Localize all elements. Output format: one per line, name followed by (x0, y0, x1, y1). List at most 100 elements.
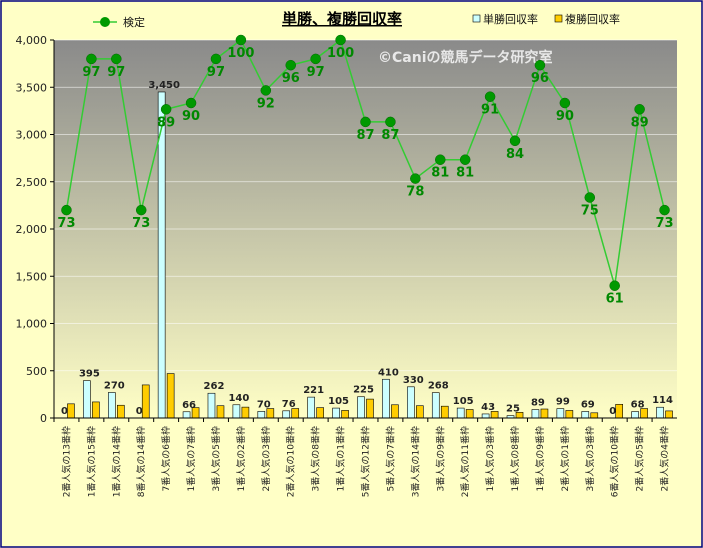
bar (407, 386, 415, 419)
bar-label: 0 (609, 406, 616, 417)
line-point (360, 116, 371, 128)
bar-label: 43 (481, 402, 495, 413)
x-tick-label: 1番人気の9番枠 (534, 426, 546, 491)
x-tick-label: 1番人気の15番枠 (85, 426, 97, 497)
bar (307, 396, 315, 419)
bar-label: 25 (506, 404, 520, 415)
bar (631, 411, 639, 419)
y-axis: 0 500 1,000 1,500 2,000 2,500 3,000 3,500 4,000 (16, 34, 55, 425)
line-point-label: 75 (581, 204, 599, 219)
x-tick-label: 2番人気の13番枠 (60, 426, 72, 497)
bar (108, 392, 116, 419)
x-tick-label: 2番人気の3番枠 (260, 426, 272, 491)
bar-label: 114 (652, 395, 673, 406)
bar (565, 410, 574, 419)
line-point-label: 97 (82, 65, 100, 80)
bar-label: 262 (204, 381, 225, 392)
legend-bar-label: 複勝回収率 (565, 12, 620, 26)
y-tick-label: 3,000 (16, 129, 48, 142)
bar (465, 409, 474, 419)
line-point (459, 154, 471, 165)
line-point (335, 34, 346, 46)
line-point (185, 97, 197, 109)
bar-label: 3,450 (148, 80, 180, 91)
line-point (285, 59, 296, 71)
x-tick-label: 1番人気の3番枠 (484, 426, 496, 491)
bar-label: 70 (257, 399, 271, 410)
line-point-label: 90 (556, 109, 574, 124)
y-tick-label: 1,500 (16, 270, 48, 283)
line-point-label: 87 (381, 128, 399, 143)
x-tick-label: 3番人気の14番枠 (409, 426, 421, 497)
legend: 検定 単勝回収率 複勝回収率 (93, 12, 620, 29)
y-tick-label: 2,500 (16, 176, 48, 189)
line-point-label: 100 (227, 46, 254, 61)
x-tick-label: 1番人気の8番枠 (509, 426, 521, 491)
line-point (584, 192, 596, 203)
y-tick-label: 0 (40, 412, 47, 425)
y-tick-label: 500 (26, 365, 47, 378)
line-point-label: 81 (431, 166, 449, 181)
bar (166, 373, 175, 419)
line-point (210, 53, 222, 65)
line-point-label: 96 (282, 71, 300, 86)
x-tick-label: 2番人気の5番枠 (634, 426, 646, 491)
bar (332, 407, 340, 419)
line-point-label: 97 (107, 65, 125, 80)
y-tick-label: 2,000 (16, 223, 48, 236)
watermark: ©Caniの競馬データ研究室 (378, 49, 553, 66)
bar (83, 380, 91, 419)
x-tick-label: 1番人気の7番枠 (185, 426, 197, 491)
line-point (160, 104, 172, 115)
x-tick-label: 1番人気の2番枠 (235, 426, 247, 491)
x-tick-label: 2番人気の4番枠 (659, 426, 671, 491)
y-tick-label: 4,000 (16, 34, 48, 47)
line-point (310, 53, 321, 65)
bar (366, 398, 374, 419)
bar (440, 405, 449, 419)
bar (282, 410, 291, 419)
bar-label: 225 (353, 385, 374, 396)
bar-label: 395 (79, 369, 100, 380)
line-point-label: 96 (531, 71, 549, 86)
bar-label: 330 (403, 375, 424, 386)
bar (67, 403, 75, 419)
bar (92, 401, 100, 419)
bar-label: 0 (61, 406, 68, 417)
y-tick-label: 1,000 (16, 318, 48, 331)
bar (665, 410, 673, 419)
bar-label: 66 (182, 400, 196, 411)
line-point (534, 59, 546, 71)
x-tick-label: 3番人気の5番枠 (210, 426, 222, 491)
bar-label: 105 (453, 396, 474, 407)
bar (232, 404, 241, 419)
bar (117, 404, 125, 419)
line-point (634, 104, 645, 115)
line-point (135, 204, 147, 216)
x-tick-label: 2番人気の10番枠 (285, 426, 297, 497)
bar (590, 412, 599, 419)
legend-line-marker (100, 17, 110, 27)
bar (316, 407, 324, 419)
x-axis: 2番人気の13番枠 1番人気の15番枠 1番人気の14番枠 8番人気の14番枠 7番人気… (53, 417, 677, 497)
bar (416, 405, 424, 419)
line-point-label: 73 (132, 216, 150, 231)
line-point-label: 100 (327, 46, 354, 61)
bar (257, 411, 266, 419)
bar (216, 405, 225, 419)
line-point-label: 92 (257, 96, 275, 111)
line-point-label: 73 (655, 216, 673, 231)
legend-line-label: 検定 (123, 15, 145, 29)
x-tick-label: 2番人気の1番枠 (559, 426, 571, 491)
bar (241, 406, 250, 419)
x-tick-label: 1番人気の14番枠 (110, 426, 122, 497)
line-point (484, 91, 496, 102)
line-point (609, 280, 620, 291)
line-point-label: 90 (182, 109, 200, 124)
x-tick-label: 7番人気の6番枠 (160, 426, 172, 491)
line-point (111, 53, 122, 65)
line-point-label: 81 (456, 166, 474, 181)
